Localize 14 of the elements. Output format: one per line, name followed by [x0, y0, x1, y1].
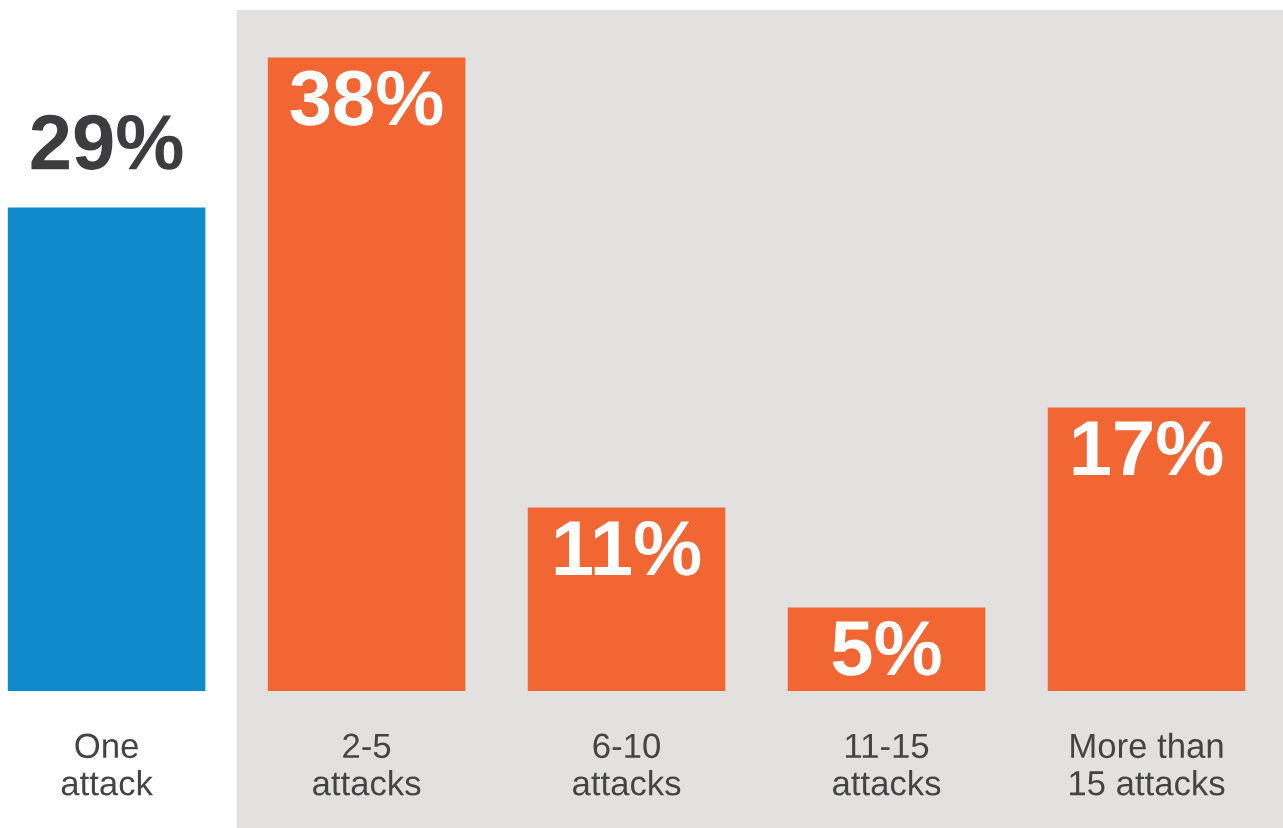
bar [267, 57, 466, 691]
x-tick-label: 2-5 attacks [313, 733, 421, 796]
bar [1047, 407, 1246, 691]
x-tick-label: More than 15 attacks [1070, 732, 1225, 796]
data-label: 38% [290, 70, 443, 126]
bar [527, 507, 726, 691]
data-label: 5% [832, 620, 941, 676]
x-tick-label: 6-10 attacks [573, 733, 681, 796]
data-label: 17% [1073, 420, 1223, 476]
data-label: 11% [555, 520, 701, 576]
x-tick-label: One attack [61, 733, 153, 796]
bar [7, 207, 206, 691]
x-tick-label: 11-15 attacks [833, 733, 941, 796]
data-label: 29% [31, 114, 183, 170]
